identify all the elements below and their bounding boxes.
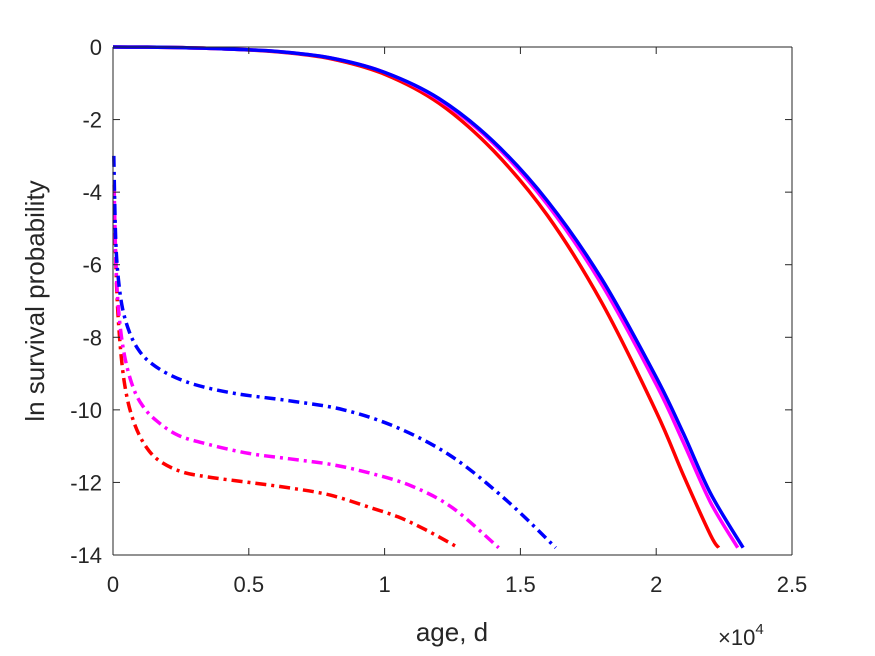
y-tick-label: -4 [82, 180, 102, 205]
y-tick-label: -2 [82, 108, 102, 133]
series-line-3-solid [112, 45, 745, 549]
x-tick-label: 1 [378, 572, 390, 597]
y-tick-label: -12 [70, 470, 102, 495]
ticks-layer: 0 0.5 1 1.5 2 2.5 0 -2 -4 -6 -8 -10 -12 -14 [70, 35, 807, 597]
y-tick-label: -10 [70, 398, 102, 423]
axes-layer [112, 46, 793, 556]
series-layer [112, 45, 745, 550]
x-tick-label: 0.5 [234, 572, 265, 597]
series-line-6-dashdot [112, 155, 557, 549]
x-axis-label: age, d [416, 617, 488, 647]
series-line-4-dashdot [112, 210, 457, 548]
series-line-5-dashdot [112, 184, 500, 550]
y-tick-label: -6 [82, 253, 102, 278]
x-tick-label: 2.5 [777, 572, 808, 597]
x-tick-label: 2 [650, 572, 662, 597]
y-axis-label: ln survival probability [20, 180, 50, 421]
x-tick-label: 0 [107, 572, 119, 597]
x-axis-multiplier-base: ×10 [718, 625, 755, 650]
y-tick-label: 0 [90, 35, 102, 60]
y-tick-label: -8 [82, 325, 102, 350]
x-axis-multiplier-exponent: 4 [755, 621, 763, 638]
plot-area [113, 47, 792, 555]
x-tick-label: 1.5 [505, 572, 536, 597]
y-tick-label: -14 [70, 543, 102, 568]
x-axis-multiplier: ×104 [718, 621, 764, 650]
